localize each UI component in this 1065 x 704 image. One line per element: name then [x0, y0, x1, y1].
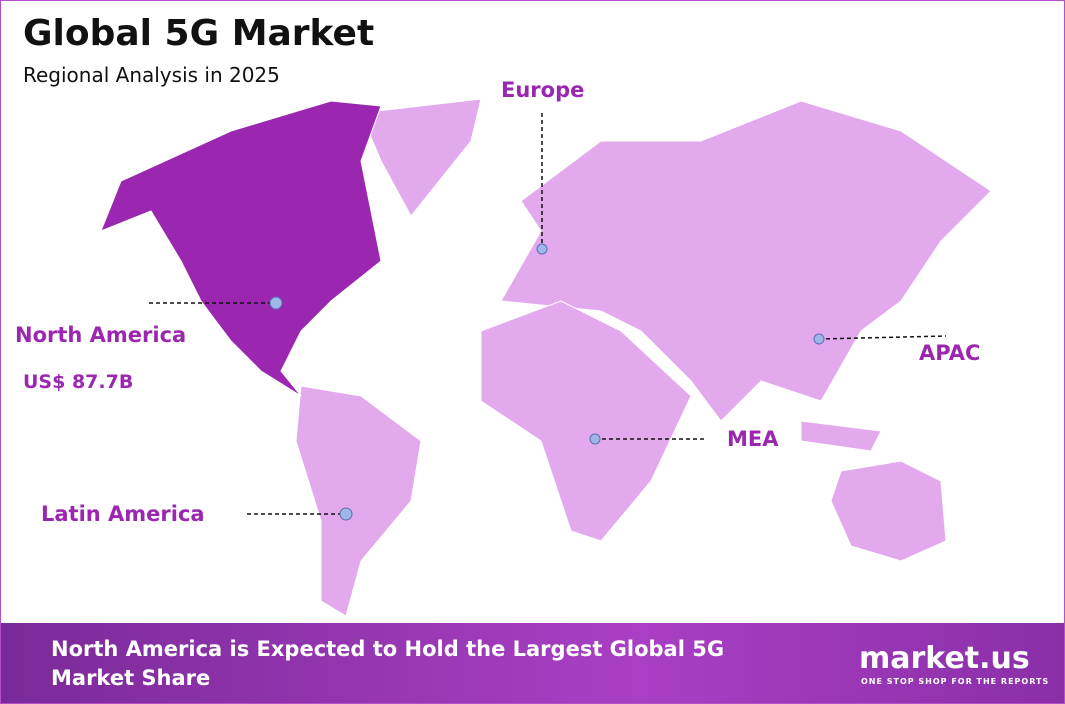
marker	[813, 333, 825, 345]
footer: North America is Expected to Hold the La…	[1, 623, 1064, 703]
region-label: MEA	[727, 427, 779, 451]
africa	[480, 300, 692, 542]
footer-text: North America is Expected to Hold the La…	[51, 637, 725, 690]
title: Global 5G Market	[23, 13, 375, 54]
greenland	[360, 98, 482, 217]
eurasia	[500, 100, 992, 422]
marker	[269, 296, 283, 310]
marker	[589, 433, 601, 445]
north-america	[100, 100, 382, 397]
leader-line	[818, 335, 947, 340]
region-value: US$ 87.7B	[23, 371, 134, 393]
marker	[339, 507, 353, 521]
logo-tagline: ONE STOP SHOP FOR THE REPORTS	[861, 677, 1050, 686]
subtitle: Regional Analysis in 2025	[23, 63, 280, 87]
australia	[830, 460, 947, 562]
region-label: APAC	[919, 341, 981, 365]
region-label: Europe	[501, 78, 585, 102]
region-label: North America	[15, 323, 187, 347]
logo: market.us	[859, 641, 1030, 676]
marker	[536, 243, 548, 255]
region-label: Latin America	[41, 502, 205, 526]
south-america	[295, 385, 422, 617]
world-map	[100, 98, 992, 617]
indonesia	[800, 420, 882, 452]
